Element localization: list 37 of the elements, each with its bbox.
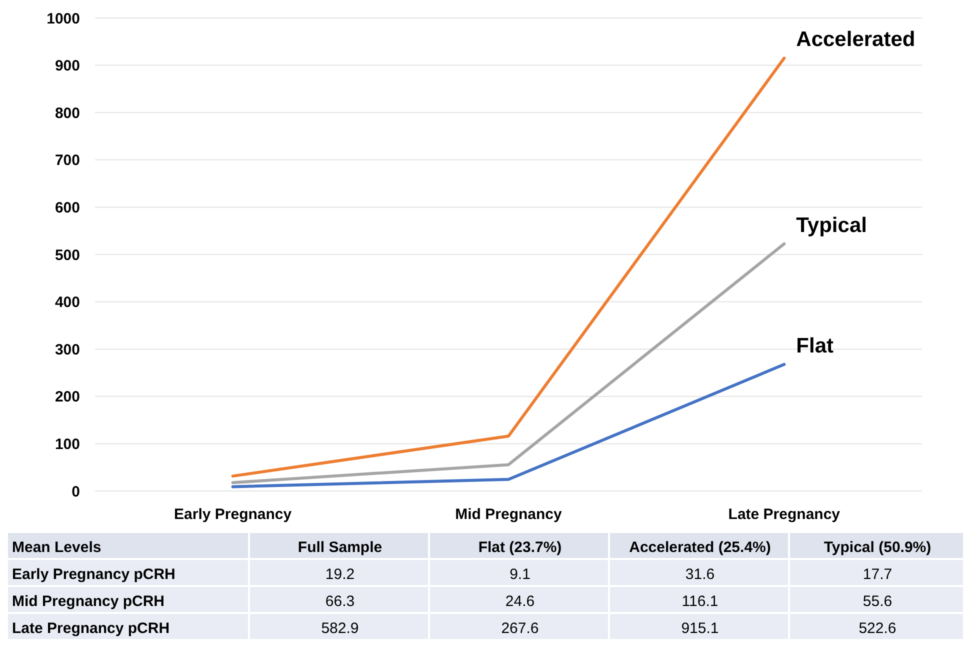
data-label: 915.1 xyxy=(681,620,719,637)
y-tick-label: Late Pregnancy pCRH xyxy=(12,620,170,637)
y-tick-label: Mid Pregnancy pCRH xyxy=(12,592,165,610)
y-tick-label: 200 xyxy=(54,388,80,406)
y-tick-label: 400 xyxy=(54,294,80,312)
data-label: 55.6 xyxy=(862,592,892,610)
y-tick-label: 700 xyxy=(54,152,80,170)
y-tick-label: Early Pregnancy pCRH xyxy=(12,566,176,583)
data-label: 31.6 xyxy=(685,566,715,583)
y-axis-title: Mean Levels xyxy=(12,538,102,556)
data-label: 17.7 xyxy=(862,566,892,583)
series-label: Typical xyxy=(796,214,867,237)
data-label: 19.2 xyxy=(325,566,355,583)
data-label: 522.6 xyxy=(858,620,896,637)
data-label: 116.1 xyxy=(682,592,718,610)
x-tick-label: Full Sample xyxy=(298,538,382,556)
data-label: 24.6 xyxy=(505,592,535,610)
y-tick-label: 300 xyxy=(54,341,80,358)
x-tick-label: Early Pregnancy xyxy=(174,506,292,523)
data-label: 66.3 xyxy=(325,592,355,610)
data-label: 267.6 xyxy=(501,620,539,637)
y-tick-label: 800 xyxy=(54,104,80,122)
y-tick-label: 500 xyxy=(54,246,80,264)
y-tick-label: 900 xyxy=(54,58,80,75)
x-tick-label: Accelerated (25.4%) xyxy=(629,538,771,556)
data-label: 9.1 xyxy=(510,566,530,583)
y-tick-label: 1000 xyxy=(46,10,80,28)
y-tick-label: 100 xyxy=(54,436,80,453)
series-label: Accelerated xyxy=(796,28,916,52)
y-tick-label: 600 xyxy=(54,199,80,216)
data-label: 582.9 xyxy=(321,620,359,637)
series-label: Flat xyxy=(796,334,834,358)
x-tick-label: Mid Pregnancy xyxy=(455,506,562,523)
x-tick-label: Flat (23.7%) xyxy=(478,538,562,556)
x-tick-label: Late Pregnancy xyxy=(728,506,841,523)
y-tick-label: 0 xyxy=(72,483,80,500)
x-tick-label: Typical (50.9%) xyxy=(824,538,932,556)
